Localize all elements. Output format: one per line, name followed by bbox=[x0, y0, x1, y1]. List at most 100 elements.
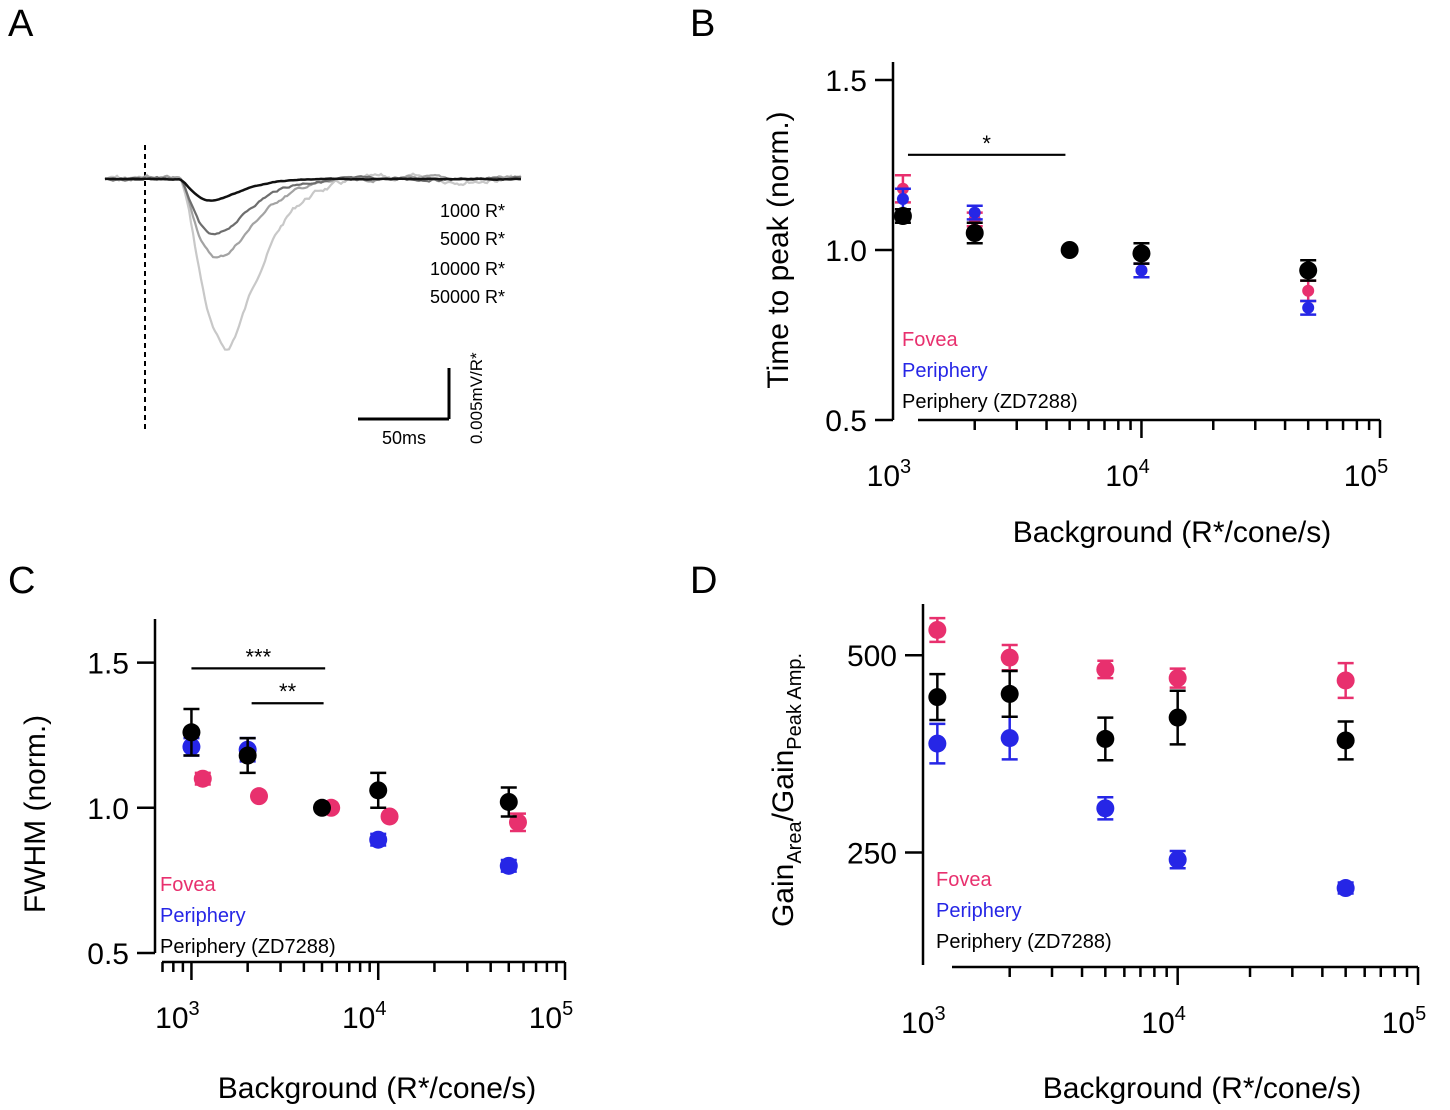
panel-b-y-tick-label: 0.5 bbox=[825, 405, 867, 438]
panel-b-point-periphery bbox=[1135, 264, 1148, 277]
panel-b-x-tick-label: 104 bbox=[1105, 456, 1150, 493]
panel-c-y-tick-label: 0.5 bbox=[87, 938, 129, 971]
panel-d-point-zd7288 bbox=[1168, 708, 1187, 727]
panel-c-xlabel: Background (R*/cone/s) bbox=[218, 1072, 537, 1105]
panel-c-x-tick-exp: 4 bbox=[375, 998, 386, 1020]
panel-d-ylabel-area: Area bbox=[784, 821, 806, 864]
trace-50000 bbox=[104, 177, 521, 202]
panel-c-x-tick-label: 103 bbox=[155, 998, 200, 1035]
panel-b-point-zd7288 bbox=[1299, 261, 1318, 280]
panel-b-point-zd7288 bbox=[1060, 241, 1079, 259]
panel-d-x-tick-exp: 3 bbox=[934, 1003, 945, 1025]
panel-d-point-periphery bbox=[1096, 799, 1115, 818]
panel-c-point-fovea bbox=[250, 787, 269, 806]
panel-d-x-tick-base: 10 bbox=[901, 1007, 934, 1040]
panel-d-point-zd7288 bbox=[1336, 731, 1355, 750]
panel-c-point-zd7288 bbox=[312, 798, 331, 817]
panel-b-significance-label: * bbox=[982, 131, 991, 156]
trace-label-50000: 50000 R* bbox=[430, 287, 505, 307]
panel-b-ylabel: Time to peak (norm.) bbox=[762, 111, 795, 388]
panel-b-x-tick-base: 10 bbox=[1105, 460, 1138, 493]
panel-d-point-fovea bbox=[928, 620, 947, 639]
panel-c-y-tick-label: 1.0 bbox=[87, 793, 129, 826]
panel-d-point-periphery bbox=[1000, 729, 1019, 748]
panel-d-point-fovea bbox=[1336, 671, 1355, 690]
panel-c-point-zd7288 bbox=[499, 792, 518, 811]
panel-d-point-periphery bbox=[1168, 850, 1187, 869]
panel-b-y-tick-label: 1.0 bbox=[825, 235, 867, 268]
panel-b-x-tick-base: 10 bbox=[1344, 460, 1377, 493]
panel-d-point-zd7288 bbox=[928, 688, 947, 707]
panel-b-x-tick-label: 103 bbox=[867, 456, 912, 493]
trace-group bbox=[104, 172, 522, 351]
panel-c-significance-label: *** bbox=[245, 644, 271, 669]
panel-c-point-periphery bbox=[499, 856, 518, 875]
panel-c-x-tick-exp: 5 bbox=[562, 998, 573, 1020]
panel-c-x-tick-exp: 3 bbox=[189, 998, 200, 1020]
panel-d-point-fovea bbox=[1000, 648, 1019, 667]
panel-d-ylabel-gain2: /Gain bbox=[767, 750, 800, 822]
panel-b-x-tick-label: 105 bbox=[1344, 456, 1389, 493]
panel-d-point-periphery bbox=[1336, 879, 1355, 898]
panel-c-legend-zd: Periphery (ZD7288) bbox=[160, 936, 336, 958]
panel-b-point-fovea bbox=[1302, 284, 1315, 297]
panel-d-ylabel-gain: Gain bbox=[767, 864, 800, 927]
amplitude-scalebar-label: 0.005mV/R* bbox=[467, 352, 486, 444]
panel-c-ylabel: FWHM (norm.) bbox=[19, 715, 52, 913]
panel-c-point-zd7288 bbox=[182, 723, 201, 742]
panel-d-point-zd7288 bbox=[1096, 729, 1115, 748]
panel-d-legend-fovea: Fovea bbox=[936, 869, 992, 891]
panel-b-point-zd7288 bbox=[893, 207, 912, 225]
panel-c-point-zd7288 bbox=[369, 781, 388, 800]
panel-d-x-tick-label: 104 bbox=[1141, 1003, 1186, 1040]
panel-c-x-tick-base: 10 bbox=[155, 1002, 188, 1035]
panel-c-point-fovea bbox=[193, 769, 212, 788]
panel-label-b: B bbox=[690, 3, 715, 45]
panel-d-legend-periphery: Periphery bbox=[936, 900, 1022, 922]
panel-b-xlabel: Background (R*/cone/s) bbox=[1013, 516, 1332, 549]
panel-b-x-tick-exp: 3 bbox=[900, 456, 911, 478]
panel-d-x-tick-base: 10 bbox=[1382, 1007, 1415, 1040]
panel-d-y-tick-label: 500 bbox=[847, 640, 897, 673]
panel-d-ylabel: GainArea/GainPeak Amp. bbox=[767, 653, 806, 927]
panel-d-x-tick-exp: 5 bbox=[1415, 1003, 1426, 1025]
trace-label-1000: 1000 R* bbox=[440, 201, 505, 221]
panel-d-legend-zd: Periphery (ZD7288) bbox=[936, 931, 1112, 953]
panel-b-legend-periphery: Periphery bbox=[902, 360, 988, 382]
panel-a-traces: 1000 R* 5000 R* 10000 R* 50000 R* 50ms 0… bbox=[104, 145, 522, 448]
panel-d-x-tick-label: 103 bbox=[901, 1003, 946, 1040]
panel-c-point-fovea bbox=[380, 807, 399, 826]
panel-b-point-zd7288 bbox=[965, 224, 984, 242]
panel-d-point-periphery bbox=[928, 734, 947, 753]
panel-c-point-zd7288 bbox=[238, 746, 257, 765]
panel-d-x-tick-base: 10 bbox=[1141, 1007, 1174, 1040]
panel-d-point-fovea bbox=[1096, 660, 1115, 679]
panel-c-legend-fovea: Fovea bbox=[160, 874, 216, 896]
panel-d-point-zd7288 bbox=[1000, 684, 1019, 703]
panel-b-legend-fovea: Fovea bbox=[902, 329, 958, 351]
panel-b-x-tick-base: 10 bbox=[867, 460, 900, 493]
panel-c-x-tick-base: 10 bbox=[342, 1002, 375, 1035]
panel-b-y-tick-label: 1.5 bbox=[825, 65, 867, 98]
panel-d-y-tick-label: 250 bbox=[847, 838, 897, 871]
panel-b-point-periphery bbox=[1302, 301, 1315, 314]
panel-c-x-tick-label: 104 bbox=[342, 998, 387, 1035]
panel-b-legend-zd: Periphery (ZD7288) bbox=[902, 391, 1078, 413]
panel-d-point-fovea bbox=[1168, 669, 1187, 688]
panel-b-point-periphery bbox=[896, 193, 909, 205]
panel-label-c: C bbox=[8, 560, 35, 602]
panel-c-point-periphery bbox=[369, 830, 388, 849]
panel-label-d: D bbox=[690, 560, 717, 602]
trace-label-5000: 5000 R* bbox=[440, 229, 505, 249]
time-scalebar-label: 50ms bbox=[382, 428, 426, 448]
panel-d-xlabel: Background (R*/cone/s) bbox=[1043, 1072, 1362, 1105]
panel-c-point-fovea bbox=[508, 813, 527, 832]
panel-b-x-tick-exp: 5 bbox=[1377, 456, 1388, 478]
panel-c-y-tick-label: 1.5 bbox=[87, 648, 129, 681]
panel-b-point-zd7288 bbox=[1132, 244, 1151, 263]
panel-c-significance-label: ** bbox=[279, 679, 297, 704]
